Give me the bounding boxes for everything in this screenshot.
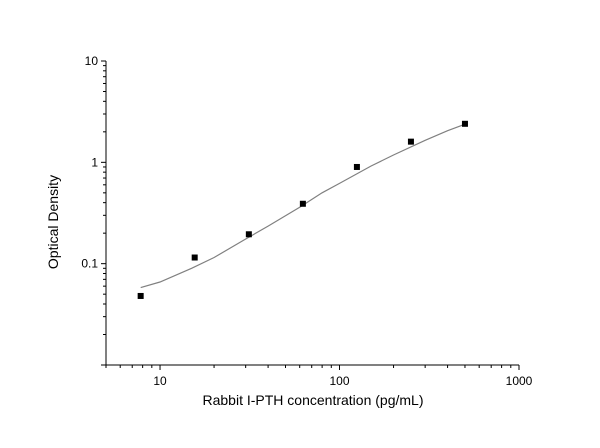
data-point (299, 200, 306, 207)
y-tick-label: 0.1 (81, 257, 98, 271)
data-point (407, 138, 414, 145)
data-point (461, 120, 468, 127)
data-point (353, 163, 360, 170)
fit-curve (140, 123, 466, 289)
data-point (137, 292, 144, 299)
data-points-layer (137, 120, 468, 299)
labels-layer: 10 100 1000 0.1 1 10 (81, 54, 532, 388)
x-tick-label: 1000 (506, 374, 533, 388)
fit-curve-layer (140, 123, 466, 289)
data-point (191, 254, 198, 261)
y-axis-title: Optical Density (45, 175, 61, 269)
x-tick-label: 100 (329, 374, 349, 388)
axes (101, 60, 520, 370)
x-tick-label: 10 (153, 374, 167, 388)
y-tick-label: 1 (91, 155, 98, 169)
x-axis-title: Rabbit I-PTH concentration (pg/mL) (203, 392, 424, 408)
y-tick-label: 10 (85, 54, 99, 68)
data-point (245, 231, 252, 238)
